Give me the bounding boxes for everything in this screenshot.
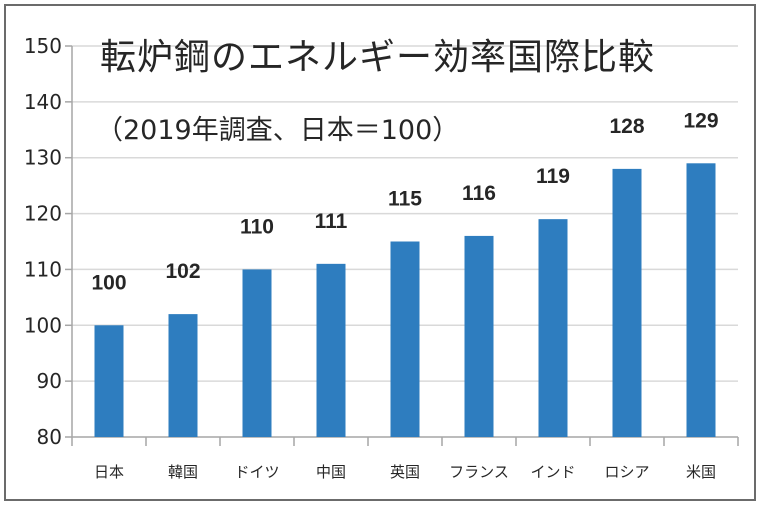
bar-日本	[94, 325, 124, 437]
data-label: 110	[240, 215, 274, 238]
bars	[94, 163, 716, 438]
y-tick-label: 90	[37, 369, 62, 393]
data-label: 102	[165, 260, 200, 283]
chart-title: 転炉鋼のエネルギー効率国際比較	[100, 37, 656, 78]
x-tick-label: インド	[530, 463, 575, 481]
data-label: 111	[315, 210, 348, 233]
bar-中国	[316, 263, 346, 437]
y-tick-label: 130	[24, 146, 62, 170]
x-tick-label: 韓国	[168, 463, 198, 481]
y-tick-label: 150	[24, 34, 62, 58]
y-tick-label: 80	[37, 425, 62, 449]
x-tick-labels: 日本 韓国 ドイツ 中国 英国 フランス インド ロシア 米国	[94, 463, 716, 481]
data-label: 119	[536, 165, 570, 188]
x-tick-label: 英国	[390, 463, 420, 481]
bar-英国	[390, 241, 420, 437]
bar-韓国	[168, 314, 198, 437]
x-tick-label: 日本	[94, 463, 124, 481]
data-labels: 100 102 110 111 115 116 119 128 129	[91, 109, 718, 294]
bar-ドイツ	[242, 269, 272, 437]
y-tick-label: 100	[24, 313, 62, 337]
data-label: 116	[462, 182, 496, 205]
y-tick-label: 140	[24, 90, 62, 114]
y-tick-label: 120	[24, 202, 62, 226]
data-label: 100	[91, 271, 126, 294]
data-label: 128	[609, 115, 644, 138]
y-tick-labels: 80 90 100 110 120 130 140 150	[24, 34, 62, 449]
x-tick-label: フランス	[449, 463, 509, 481]
bar-フランス	[464, 235, 494, 437]
data-label: 115	[388, 188, 422, 211]
chart-subtitle: （2019年調査、日本＝100）	[96, 115, 460, 146]
bar-米国	[686, 163, 716, 438]
x-tick-label: 中国	[316, 463, 346, 481]
data-label: 129	[683, 109, 718, 132]
bar-ロシア	[612, 168, 642, 437]
x-tick-label: ドイツ	[234, 463, 279, 481]
x-tick-label: ロシア	[604, 463, 649, 481]
y-tick-label: 110	[24, 257, 62, 281]
x-tick-label: 米国	[686, 463, 716, 481]
bar-インド	[538, 219, 568, 437]
